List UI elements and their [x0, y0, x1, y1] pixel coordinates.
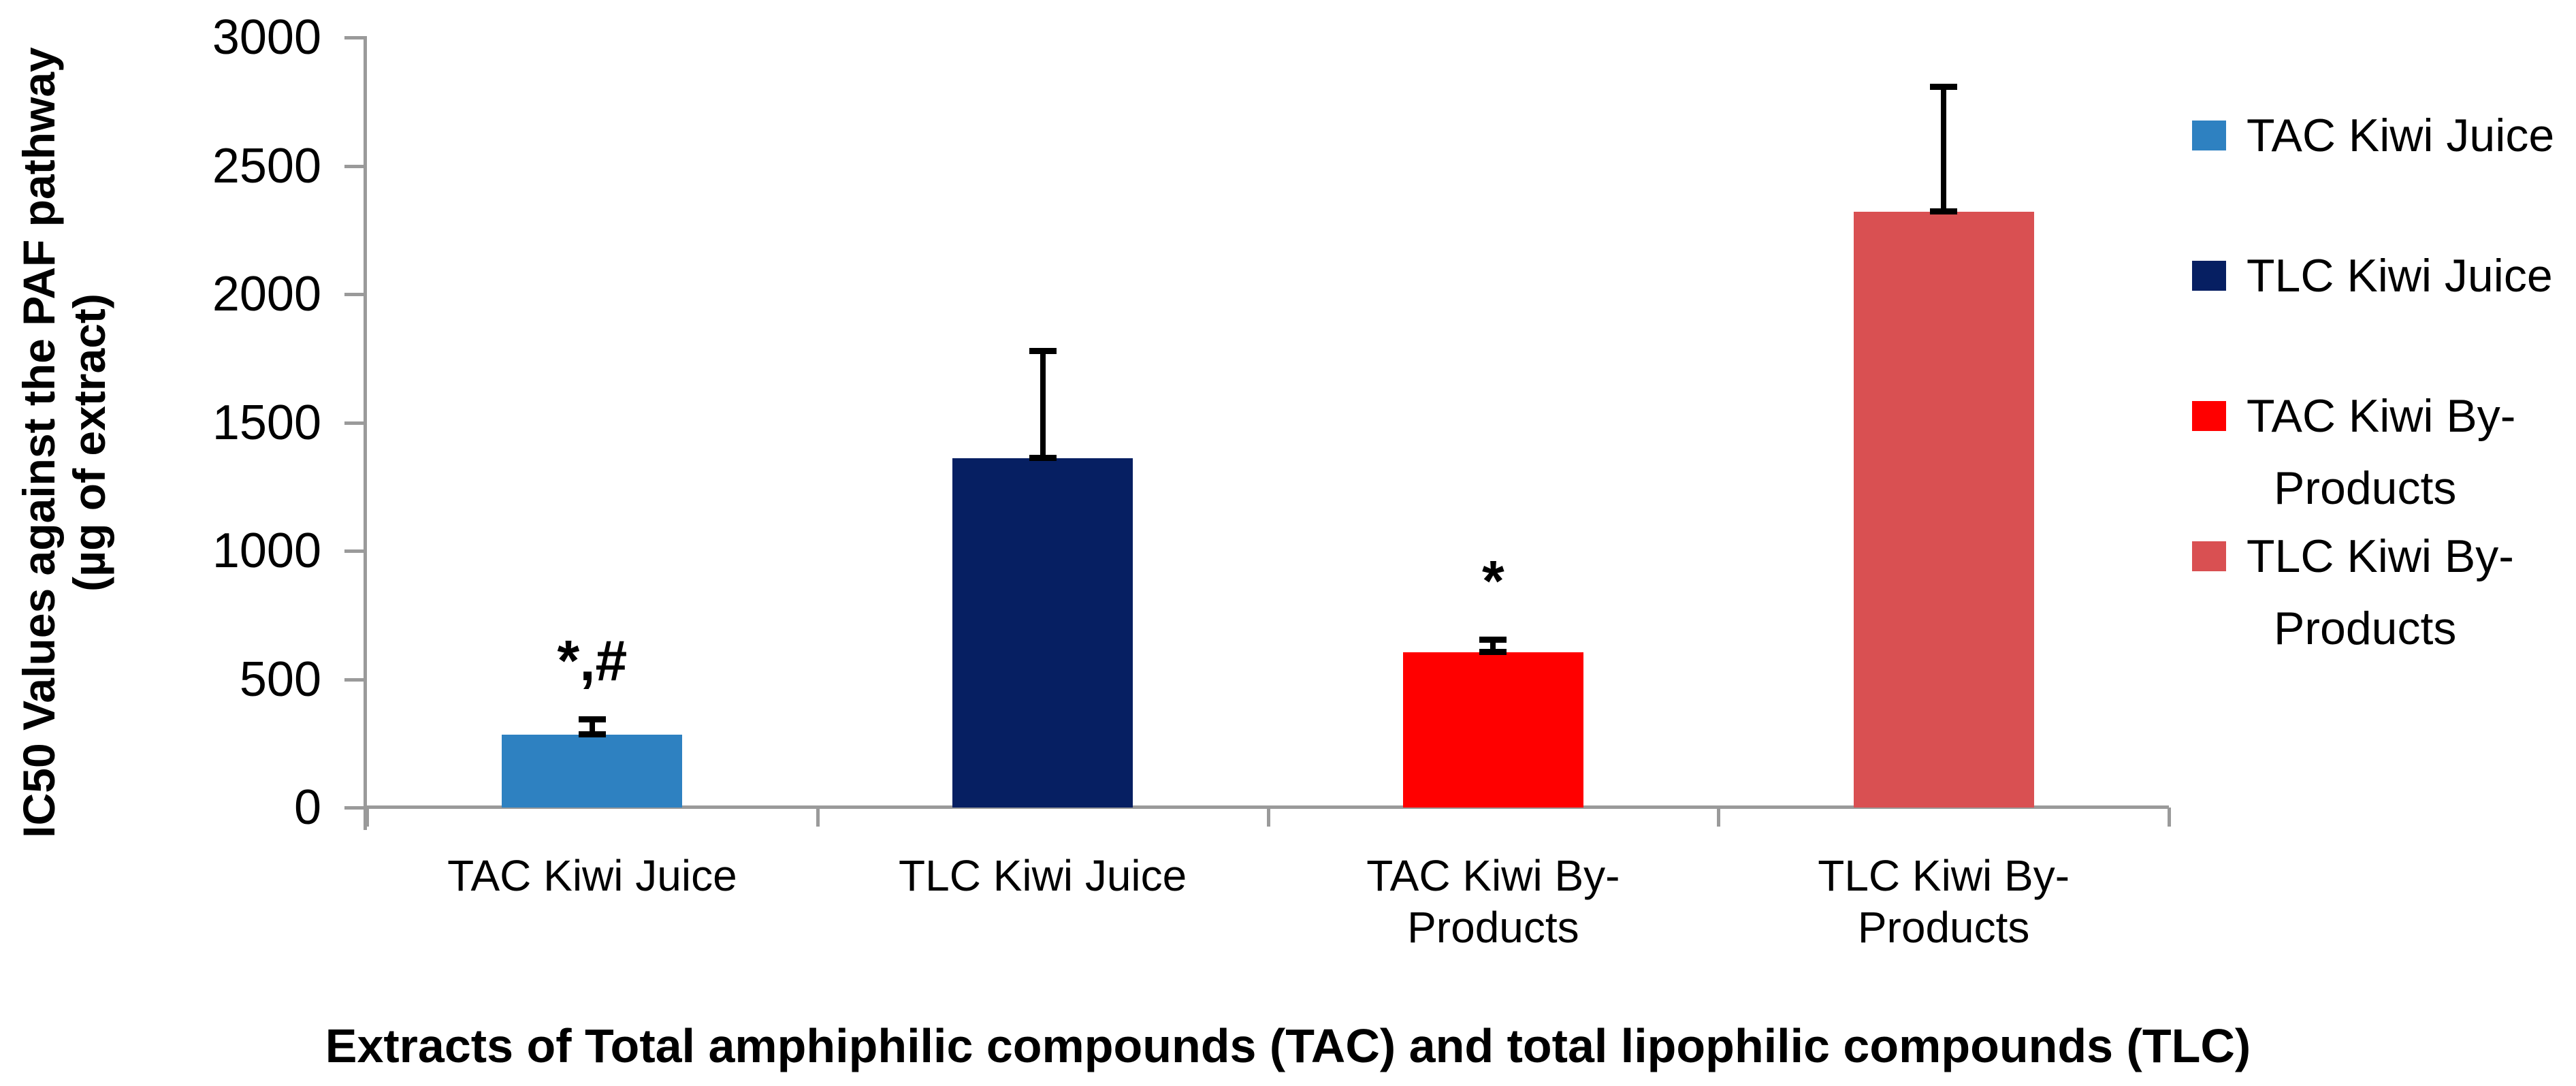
- significance-annotation: *,#: [557, 628, 628, 692]
- legend-label: TLC Kiwi Juice: [2247, 250, 2553, 302]
- x-axis-title: Extracts of Total amphiphilic compounds …: [325, 1019, 2251, 1072]
- legend-swatch: [2192, 401, 2226, 431]
- error-bar-line: [589, 718, 595, 735]
- error-bar-line: [1040, 350, 1046, 459]
- significance-annotation: *: [1482, 549, 1504, 613]
- x-category-label: TAC Kiwi Juice: [447, 851, 737, 900]
- y-tick-label: 1000: [212, 524, 321, 578]
- error-bar-line: [1941, 86, 1947, 212]
- error-bar-cap-top: [1029, 347, 1057, 354]
- y-tick-label: 0: [293, 780, 321, 835]
- y-tick-label: 500: [239, 652, 321, 707]
- y-tick-mark: [344, 293, 367, 296]
- error-bar-cap-bottom: [1029, 455, 1057, 462]
- error-bar-line: [1490, 639, 1496, 652]
- legend-swatch: [2192, 261, 2226, 291]
- legend-swatch: [2192, 541, 2226, 571]
- y-tick-mark: [344, 36, 367, 39]
- x-tick-mark: [1717, 808, 1721, 827]
- legend-label: TAC Kiwi By- Products: [2247, 390, 2516, 514]
- y-tick-mark: [344, 549, 367, 553]
- y-tick-mark: [344, 677, 367, 682]
- legend-label: TAC Kiwi Juice: [2247, 110, 2555, 161]
- legend-label: TLC Kiwi By- Products: [2247, 530, 2514, 654]
- error-bar-cap-bottom: [578, 731, 606, 737]
- y-tick-mark: [344, 421, 367, 425]
- error-bar-cap-bottom: [1479, 648, 1507, 655]
- error-bar-cap-top: [578, 716, 606, 722]
- y-tick-label: 2500: [212, 138, 321, 193]
- bar: [1402, 652, 1583, 808]
- legend: TAC Kiwi Juice TLC Kiwi Juice TAC Kiwi By-…: [2192, 0, 2576, 1086]
- y-tick-label: 1500: [212, 395, 321, 450]
- y-axis-line: [364, 37, 367, 830]
- bar: [952, 458, 1133, 808]
- error-bar-cap-top: [1479, 637, 1507, 643]
- x-category-label: TLC Kiwi By- Products: [1818, 851, 2070, 952]
- legend-swatch: [2192, 121, 2226, 150]
- x-category-label: TAC Kiwi By- Products: [1366, 851, 1620, 952]
- x-tick-mark: [816, 808, 820, 827]
- x-axis-line: [364, 805, 2169, 809]
- x-category-label: TLC Kiwi Juice: [899, 851, 1187, 900]
- x-tick-mark: [1266, 808, 1270, 827]
- y-tick-mark: [344, 806, 367, 810]
- bar: [1853, 212, 2034, 808]
- y-tick-mark: [344, 164, 367, 168]
- error-bar-cap-bottom: [1930, 208, 1958, 215]
- error-bar-cap-top: [1930, 83, 1958, 90]
- bar: [502, 734, 683, 808]
- y-tick-label: 3000: [212, 10, 321, 65]
- x-tick-mark: [2168, 808, 2171, 827]
- x-tick-mark: [366, 808, 369, 827]
- y-tick-label: 2000: [212, 267, 321, 321]
